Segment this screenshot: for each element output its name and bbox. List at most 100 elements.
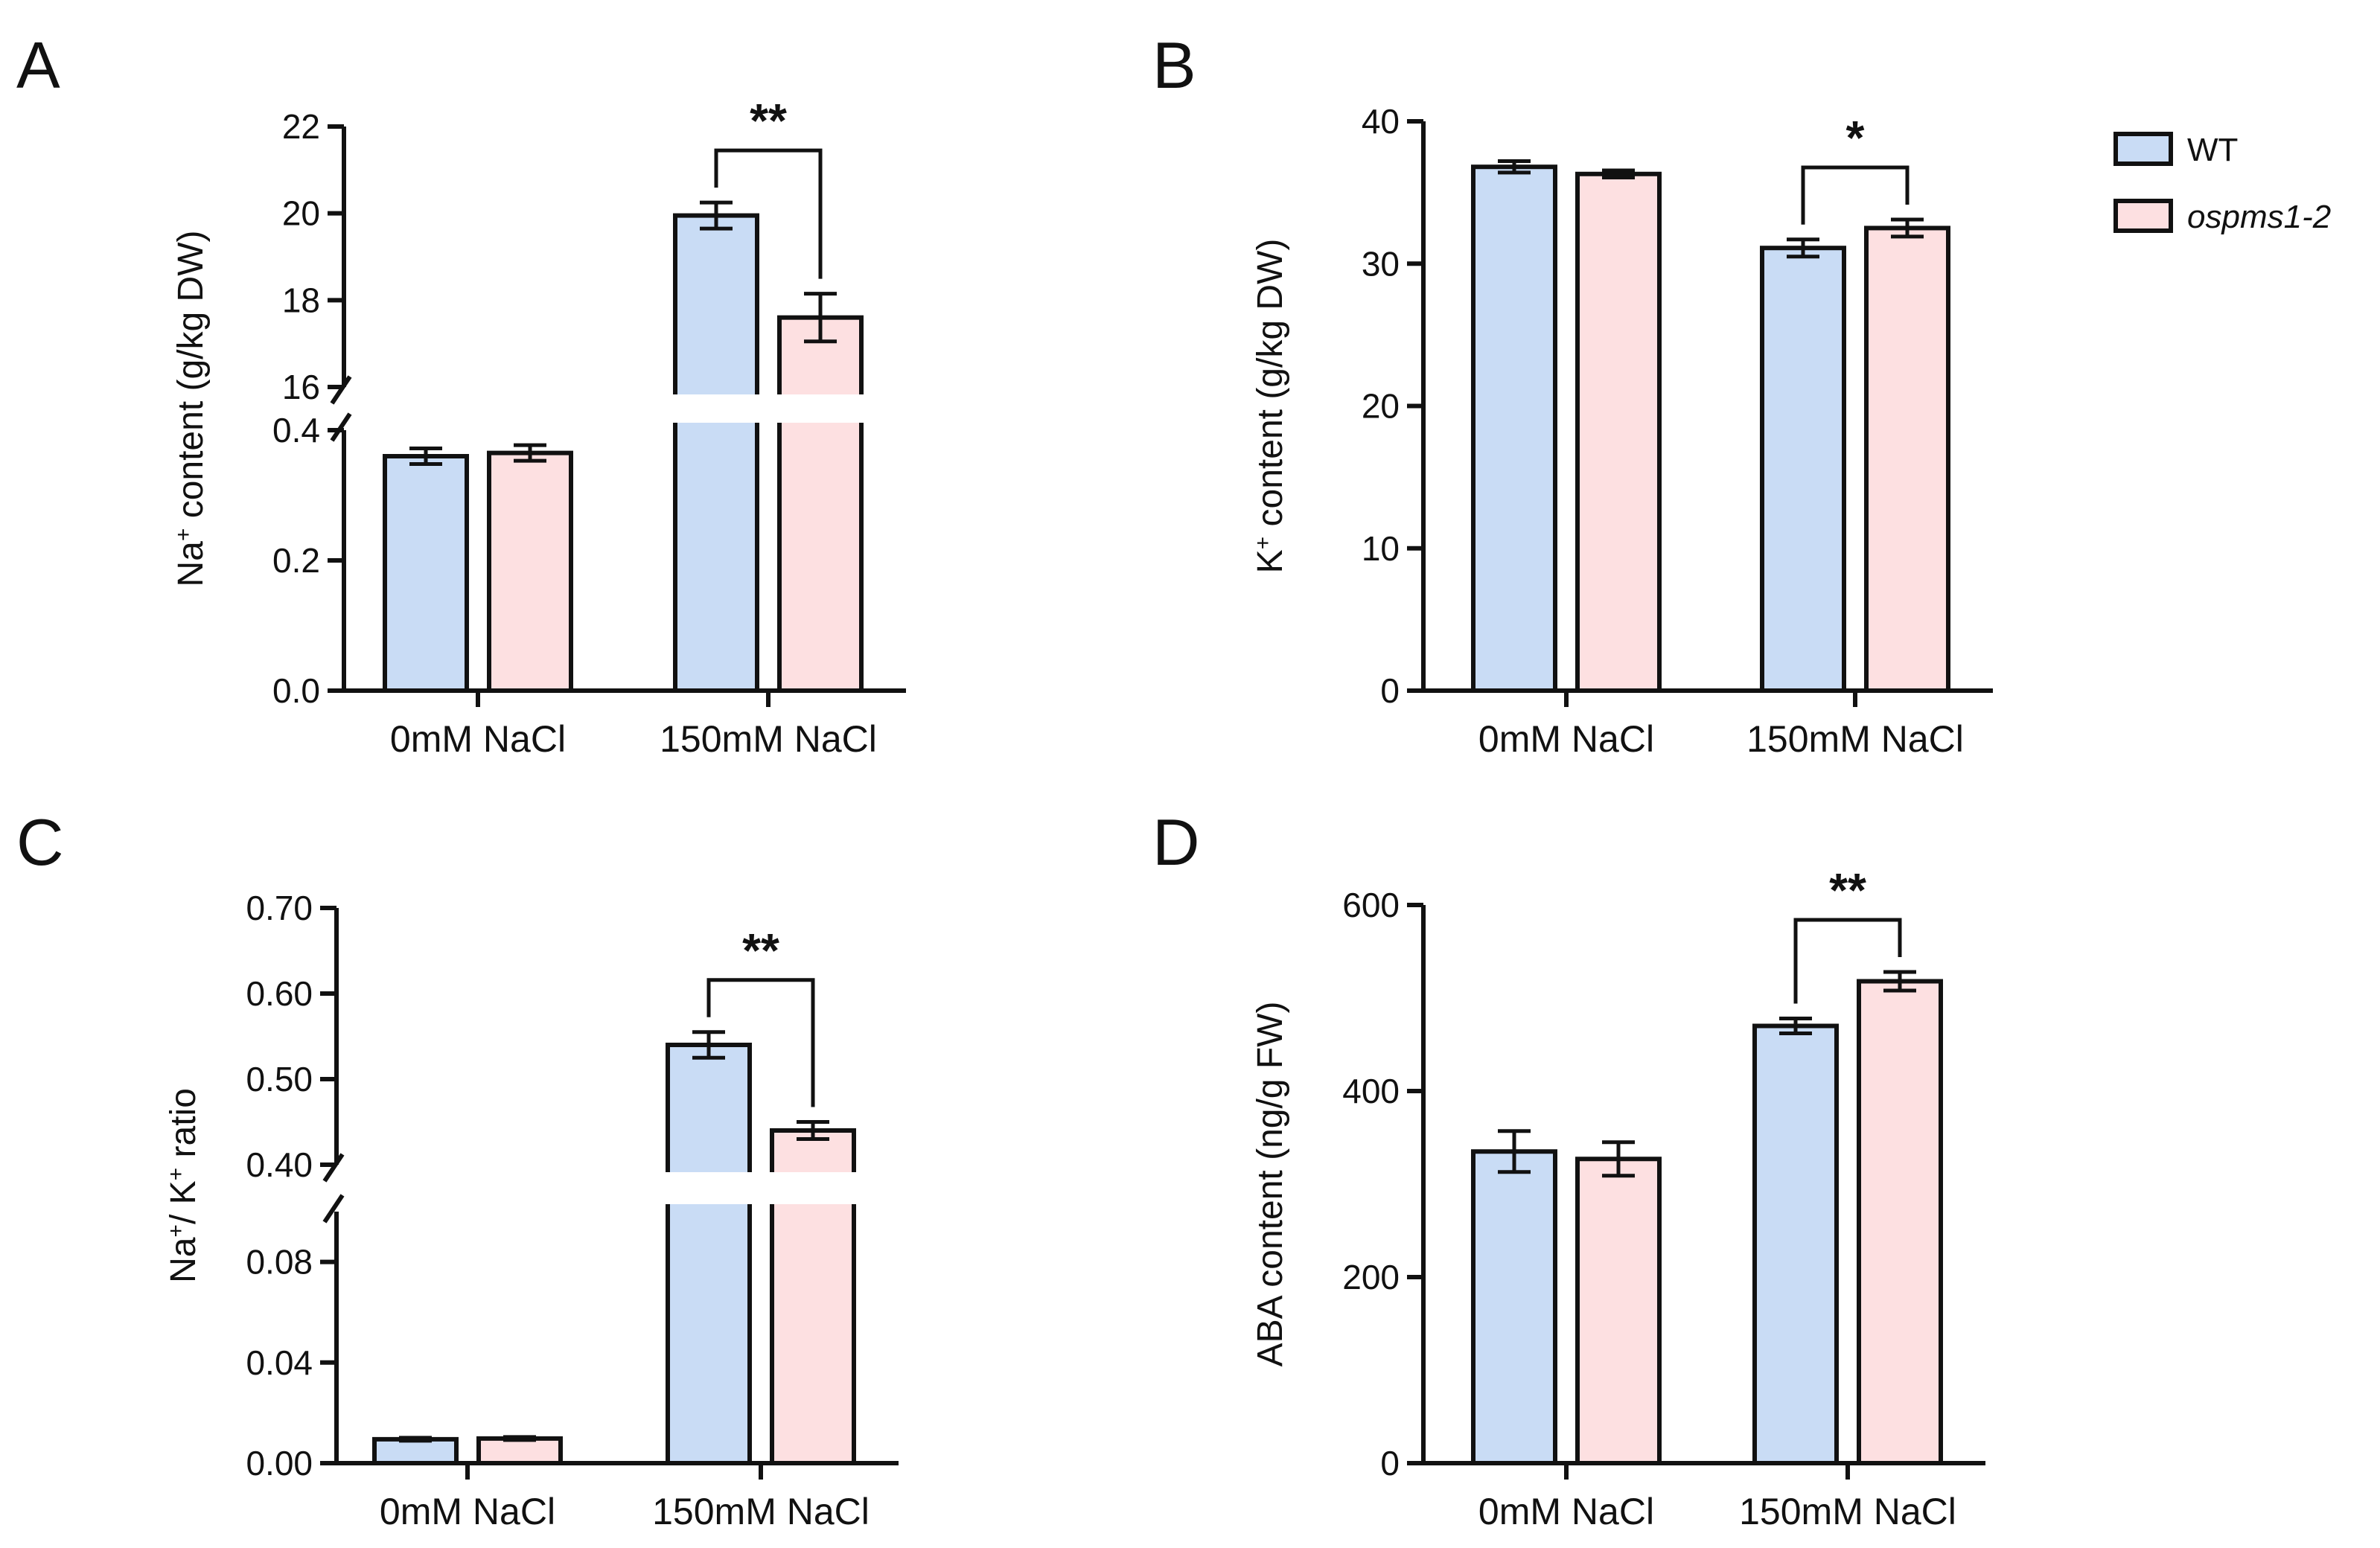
bar-ospms1-2-150mm — [777, 315, 864, 693]
error-bar — [1779, 1017, 1812, 1035]
y-axis-label-part: / K — [164, 1180, 203, 1224]
legend: WT ospms1-2 — [2113, 132, 2331, 235]
significance-label: ** — [750, 94, 787, 147]
significance-label: ** — [1829, 863, 1866, 917]
error-bar — [1498, 1129, 1531, 1174]
axis-break-gap — [341, 394, 1264, 423]
axis-break-mark — [330, 412, 352, 442]
x-tick-label: 0mM NaCl — [390, 718, 566, 760]
y-axis-label-sup: + — [164, 1168, 188, 1181]
legend-swatch — [2113, 132, 2173, 166]
legend-label: WT — [2187, 132, 2238, 168]
bar-wt-0mm — [383, 454, 469, 693]
legend-item: WT — [2113, 132, 2238, 168]
panel-letter: C — [16, 805, 64, 879]
y-axis-label-sup: + — [164, 1224, 188, 1238]
bar-wt-150mm — [1752, 1023, 1839, 1465]
y-axis-label: K+ content (g/kg DW) — [1251, 239, 1291, 574]
error-bar — [503, 1435, 536, 1442]
x-tick-label: 0mM NaCl — [1478, 1491, 1654, 1532]
x-tick-label: 150mM NaCl — [1746, 718, 1964, 760]
y-tick-label: 20 — [1362, 387, 1400, 426]
bar-ospms1-2-0mm — [1575, 1157, 1662, 1465]
bar-wt-0mm — [1471, 164, 1557, 693]
error-bar — [1498, 159, 1531, 175]
y-axis-label-part: ABA content (ng/g FW) — [1251, 1002, 1290, 1367]
error-bar — [1602, 168, 1635, 180]
y-axis-label-part: Na — [171, 541, 211, 587]
panel-b: B 0mM NaCl 150mM NaCl 0 10 20 30 40 K+ content (… — [1152, 28, 1993, 760]
bar-wt-150mm — [1760, 246, 1846, 693]
y-tick-label: 0 — [1380, 1444, 1400, 1483]
y-tick-label: 0.40 — [246, 1145, 313, 1184]
x-tick-label: 150mM NaCl — [1739, 1491, 1956, 1532]
bar-ospms1-2-0mm — [476, 1436, 563, 1465]
y-tick-label: 0.0 — [272, 671, 320, 710]
significance-label: ** — [742, 924, 779, 977]
y-axis-label-part: content (g/kg DW) — [171, 230, 211, 528]
y-axis-label: Na+/ K+ ratio — [164, 1088, 204, 1283]
bar-wt-150mm — [666, 1043, 752, 1465]
bar-ospms1-2-0mm — [487, 450, 573, 693]
y-tick-label: 400 — [1342, 1072, 1400, 1110]
panel-letter: D — [1152, 805, 1200, 879]
error-bar — [692, 1030, 725, 1060]
error-bar — [797, 1120, 829, 1141]
panel-a: A 0mM NaCl 150mM NaCl 0.0 0.2 0.4 16 18 20 22 Na+ … — [16, 28, 1264, 760]
y-axis-label-sup: + — [1251, 537, 1275, 550]
y-axis-label-part: Na — [164, 1237, 203, 1283]
y-axis-label-part: content (g/kg DW) — [1251, 239, 1290, 537]
error-bar — [1602, 1140, 1635, 1178]
bar-ospms1-2-0mm — [1575, 171, 1662, 693]
y-tick-label: 40 — [1362, 102, 1400, 141]
significance-bracket — [1793, 918, 1902, 1004]
y-tick-label: 22 — [282, 107, 320, 146]
error-bar — [700, 200, 733, 231]
error-bar — [514, 443, 546, 463]
y-tick-label: 10 — [1362, 529, 1400, 568]
y-axis-label: Na+ content (g/kg DW) — [171, 230, 211, 586]
x-tick-label: 0mM NaCl — [380, 1491, 555, 1532]
legend-swatch — [2113, 199, 2173, 233]
y-tick-label: 0.60 — [246, 974, 313, 1013]
bar-wt-150mm — [673, 213, 759, 694]
legend-label: ospms1-2 — [2187, 199, 2331, 235]
y-tick-label: 200 — [1342, 1258, 1400, 1296]
panel-letter: A — [16, 28, 60, 102]
y-tick-label: 600 — [1342, 886, 1400, 924]
bar-wt-0mm — [372, 1436, 459, 1466]
y-tick-label: 16 — [282, 368, 320, 406]
axis-break-gap — [334, 1172, 1257, 1204]
bar-wt-0mm — [1471, 1149, 1557, 1465]
y-tick-label: 0.08 — [246, 1243, 313, 1282]
y-axis-label-part: ratio — [164, 1088, 203, 1168]
x-tick-label: 150mM NaCl — [660, 718, 877, 760]
bar-ospms1-2-150mm — [1864, 226, 1950, 693]
axis-break-mark — [330, 375, 352, 405]
panel-letter: B — [1152, 28, 1196, 102]
significance-label: * — [1846, 111, 1865, 164]
error-bar — [804, 292, 837, 344]
y-tick-label: 20 — [282, 194, 320, 233]
x-tick-label: 0mM NaCl — [1478, 718, 1654, 760]
y-tick-label: 0.00 — [246, 1444, 313, 1483]
significance-bracket — [706, 978, 815, 1107]
y-tick-label: 30 — [1362, 244, 1400, 283]
y-axis-label: ABA content (ng/g FW) — [1251, 1002, 1290, 1367]
axis-break-mark — [322, 1153, 345, 1183]
significance-bracket — [714, 148, 823, 279]
y-tick-label: 0.4 — [272, 411, 320, 450]
panel-c: C 0mM NaCl 150mM NaCl 0.00 0.04 0.08 0.40 0.50 0… — [16, 805, 1257, 1532]
y-tick-label: 0 — [1380, 671, 1400, 710]
bar-ospms1-2-150mm — [1857, 979, 1943, 1465]
y-tick-label: 0.50 — [246, 1060, 313, 1098]
legend-item: ospms1-2 — [2113, 199, 2331, 235]
error-bar — [1787, 237, 1819, 259]
axis-break-mark — [322, 1194, 345, 1224]
panel-d: D 0mM NaCl 150mM NaCl 0 200 400 600 ABA content… — [1152, 805, 1985, 1532]
y-tick-label: 0.70 — [246, 889, 313, 927]
error-bar — [1891, 217, 1924, 239]
y-tick-label: 18 — [282, 281, 320, 319]
x-tick-label: 150mM NaCl — [652, 1491, 870, 1532]
